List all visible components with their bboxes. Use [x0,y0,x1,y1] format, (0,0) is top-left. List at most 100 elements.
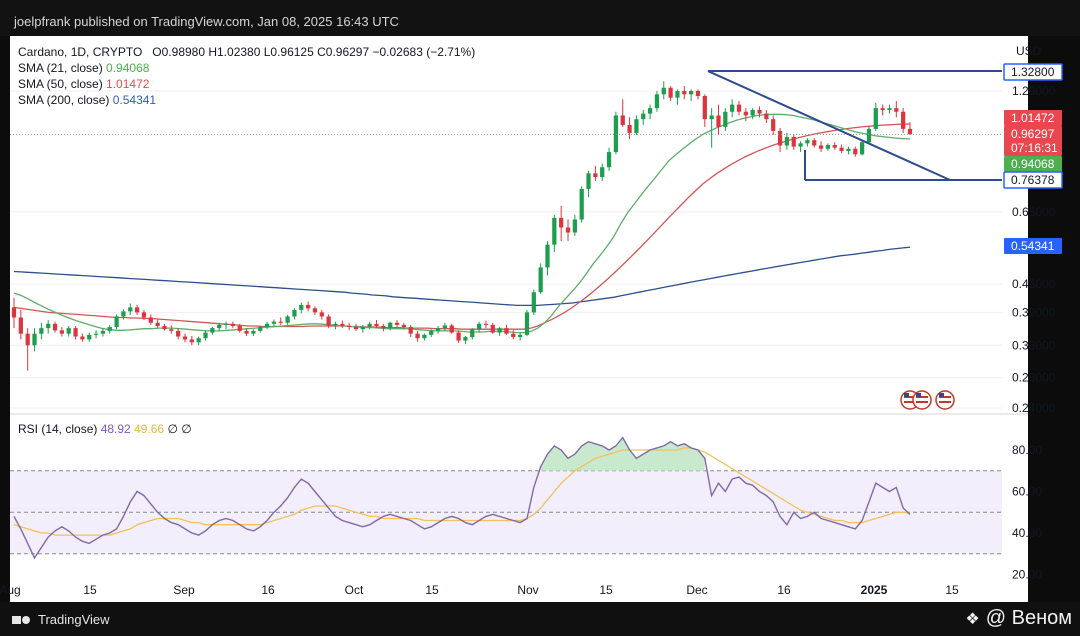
candle [682,86,687,100]
candle [668,86,673,102]
candle [258,325,263,333]
candle [634,115,639,135]
time-tick-label: Aug [0,583,21,597]
candle [223,321,229,330]
candle [511,330,516,340]
candle [675,89,680,105]
candle-body [846,148,851,151]
candle [87,332,92,342]
price-tick-label: 0.28000 [1012,371,1056,385]
candle [11,297,17,329]
candle [422,333,427,341]
candle [764,109,769,124]
candle-body [518,334,523,338]
rsi-legend[interactable]: RSI (14, close) 48.92 49.66 ∅ ∅ [18,422,192,436]
candle [832,142,837,150]
candle-body [162,325,167,330]
candle [203,330,208,341]
candle [873,102,878,131]
candle-body [148,317,153,323]
sma200-row[interactable]: SMA (200, close) 0.54341 [18,92,475,108]
candle-body [559,217,564,228]
rsi-extra: ∅ ∅ [167,422,192,436]
candle [353,323,359,331]
candle [52,321,58,333]
candle [846,146,851,155]
rsi-value: 48.92 [100,422,131,436]
tradingview-brand[interactable]: TradingView [12,612,110,627]
sma21-line [13,113,911,334]
candle [251,329,256,336]
rsi-tick-label: 20.00 [1012,568,1042,582]
us-flag-event-icon[interactable] [935,390,955,410]
candle-body [360,326,365,330]
price-tag-box [1004,140,1062,156]
candle [237,323,242,333]
candle-body [93,333,99,335]
candle [278,317,283,325]
sma50-value: 1.01472 [106,77,150,91]
candle-body [511,333,516,338]
flag-stripe [939,396,951,398]
candle-body [107,327,112,331]
candle [709,108,714,148]
candle [401,322,406,330]
candle-body [572,219,577,233]
candle-body [791,137,796,147]
sma200-label: SMA (200, close) [18,93,110,107]
candle-body [415,333,420,339]
axis-layer: 1.20000 0.65000 0.45000 0.39000 0.33000 0.280… [0,84,1056,597]
sma50-row[interactable]: SMA (50, close) 1.01472 [18,76,475,92]
candle [907,122,913,135]
flag-canton [916,393,921,397]
candle [148,314,153,325]
candle-body [230,323,235,326]
candle [196,336,201,346]
candle [292,308,297,320]
currency-label[interactable]: USD [1016,44,1042,58]
candle [777,127,783,153]
descending-trendline [707,70,951,181]
candle-body [586,173,591,189]
candle-body [340,323,345,326]
time-tick-label: 15 [83,583,97,597]
candle-body [675,91,680,98]
candle [73,325,78,340]
candle [866,126,872,145]
candle-body [647,108,653,114]
candle-body [470,329,475,338]
candle [408,324,413,338]
candle-body [46,323,51,329]
candle [244,328,249,336]
candle-body [873,108,878,129]
candle [463,335,468,345]
candle-body [217,324,222,329]
candle-body [66,328,71,334]
candle [825,143,831,151]
sma21-row[interactable]: SMA (21, close) 0.94068 [18,60,475,76]
time-tick-label: Nov [517,583,538,597]
annotation-layer [707,70,1002,181]
candle-body [251,330,256,334]
sma200-layer [13,246,911,307]
time-tick-label: Dec [686,583,707,597]
candle-body [394,322,400,325]
candle [483,320,489,329]
candle-body [203,332,208,339]
candle [319,309,324,320]
candle [613,111,619,155]
us-flag-event-icon[interactable] [912,390,932,410]
candle [593,165,598,181]
candle [606,147,612,171]
candle-body [237,325,242,331]
bottom-bar: TradingView ❖ @ Веном [0,602,1080,636]
price-tag-sma200: 0.54341 [1004,238,1062,254]
candle [702,94,707,127]
candle [230,321,235,329]
event-icons[interactable] [900,390,955,410]
candle [620,99,625,127]
candle [210,327,215,335]
flag-stripe [916,401,928,403]
